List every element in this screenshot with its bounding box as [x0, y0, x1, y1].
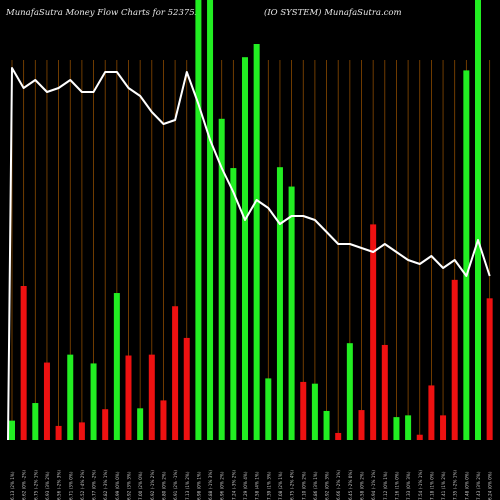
label-layer: 6.13 (2% 1%) 6.62 (0% -2%) 6.75 (-2% 1%) 6.… [10, 470, 493, 500]
x-tick-label: 7.54 (-1% 1%) [418, 470, 423, 500]
money-flow-bar [102, 409, 109, 440]
x-tick-label: 6.45 (-2% 0%) [348, 470, 353, 500]
x-tick-label: 6.86 (3% 1%) [313, 471, 318, 500]
x-tick-label: 7.48 (0% 0%) [464, 471, 469, 500]
x-tick-label: 6.92 (0% 3%) [325, 471, 330, 500]
chart-title-right: (IO SYSTEM) MunafaSutra.com [264, 8, 402, 18]
x-tick-label: 6.75 (-2% 1%) [33, 470, 38, 500]
x-tick-label: 6.58 (0% 2%) [360, 471, 365, 500]
money-flow-bar [451, 279, 458, 440]
money-flow-bar [195, 0, 202, 440]
x-tick-label: 6.80 (0% 2%) [161, 471, 166, 500]
x-tick-label: 6.66 (-2% 1%) [336, 470, 341, 500]
money-flow-bar [20, 286, 27, 440]
money-flow-bar [405, 415, 412, 440]
chart-title-left: MunafaSutra Money Flow Charts for 523752 [6, 8, 201, 18]
money-flow-bar [358, 410, 365, 440]
money-flow-bar [323, 410, 330, 440]
x-tick-label: 6.82 (-3% 1%) [103, 470, 108, 500]
x-tick-label: 6.52 (-4% 2%) [80, 470, 85, 500]
money-flow-bar [288, 186, 295, 440]
money-flow-bar [335, 432, 342, 440]
x-tick-label: 7.35 (-2% 1%) [453, 470, 458, 500]
money-flow-bar [67, 354, 74, 440]
money-flow-bar [207, 0, 214, 440]
money-flow-bar [137, 408, 144, 440]
x-tick-label: 6.13 (2% 1%) [10, 471, 15, 500]
money-flow-bar [393, 417, 400, 440]
money-flow-bar [90, 363, 97, 440]
money-flow-bar [486, 298, 493, 440]
money-flow-bar [148, 354, 155, 440]
x-tick-label: 6.92 (-1% 2%) [150, 470, 155, 500]
x-tick-label: 7.08 (2% 1%) [278, 471, 283, 500]
money-flow-bar [300, 381, 307, 440]
x-tick-label: 7.12 (0% 1%) [383, 471, 388, 500]
x-tick-label: 7.33 (0% 3%) [406, 471, 411, 500]
x-tick-label: 7.39 (1% 3%) [266, 471, 271, 500]
x-tick-label: 6.71 (3% 0%) [68, 471, 73, 500]
money-flow-bar [172, 306, 179, 440]
x-tick-label: 6.93 (3% 2%) [45, 471, 50, 500]
money-flow-bar [311, 383, 318, 440]
money-flow-bar [43, 362, 50, 440]
price-line [7, 67, 491, 441]
x-tick-label: 6.92 (3% 3%) [127, 471, 132, 500]
money-flow-bar [440, 415, 447, 440]
money-flow-bar [463, 70, 470, 441]
money-flow-bar [370, 224, 377, 440]
money-flow-bar [346, 343, 353, 440]
x-tick-label: 7.18 (1% 0%) [429, 471, 434, 500]
x-tick-label: 7.58 (4% 1%) [255, 471, 260, 500]
grid-layer [11, 60, 491, 440]
x-tick-label: 7.29 (0% 4%) [243, 471, 248, 500]
money-flow-bar [183, 337, 190, 440]
x-tick-label: 6.88 (-1% 3%) [208, 470, 213, 500]
x-tick-label: 6.91 (2% -1%) [173, 470, 178, 500]
x-tick-label: 7.00 (2% 0%) [138, 471, 143, 500]
money-flow-bar [160, 400, 167, 440]
money-flow-bar [428, 385, 435, 440]
x-tick-label: 6.96 (0% 2%) [220, 471, 225, 500]
money-flow-bar [416, 434, 423, 440]
money-flow-bar [475, 0, 481, 440]
x-tick-label: 6.77 (0% -2%) [92, 470, 97, 500]
x-tick-label: 7.43 (3% 2%) [476, 471, 481, 500]
money-flow-bar [9, 420, 15, 440]
money-flow-bar [381, 344, 388, 440]
x-tick-label: 6.75 (-2% 4%) [290, 470, 295, 500]
x-tick-label: 7.24 (-3% 2%) [231, 470, 236, 500]
money-flow-bar [78, 422, 85, 440]
x-tick-label: 6.62 (0% -2%) [22, 470, 27, 500]
money-flow-bar [242, 57, 248, 440]
money-flow-bar [125, 355, 132, 440]
money-flow-bar [55, 425, 62, 440]
money-flow-bar [265, 378, 272, 440]
money-flow-bar [276, 167, 283, 440]
money-flow-bar [32, 403, 39, 440]
x-tick-label: 7.10 (0% 2%) [301, 471, 306, 500]
money-flow-bar [113, 293, 120, 440]
x-tick-label: 7.13 (1% 2%) [185, 471, 190, 500]
x-tick-label: 6.56 (-2% 3%) [57, 470, 62, 500]
x-tick-label: 6.94 (-1% 1%) [371, 470, 376, 500]
x-tick-label: 6.99 (0% 0%) [115, 471, 120, 500]
x-tick-label: 6.24 (0% 0%) [488, 471, 493, 500]
bar-layer [9, 0, 493, 441]
x-tick-label: 6.98 (0% 1%) [196, 471, 201, 500]
line-layer [7, 67, 491, 441]
money-flow-bar [253, 44, 260, 440]
money-flow-bar [218, 118, 225, 441]
x-tick-label: 7.16 (1% 0%) [394, 471, 399, 500]
money-flow-bar [230, 168, 237, 440]
x-tick-label: 7.41 (1% 2%) [441, 471, 446, 500]
